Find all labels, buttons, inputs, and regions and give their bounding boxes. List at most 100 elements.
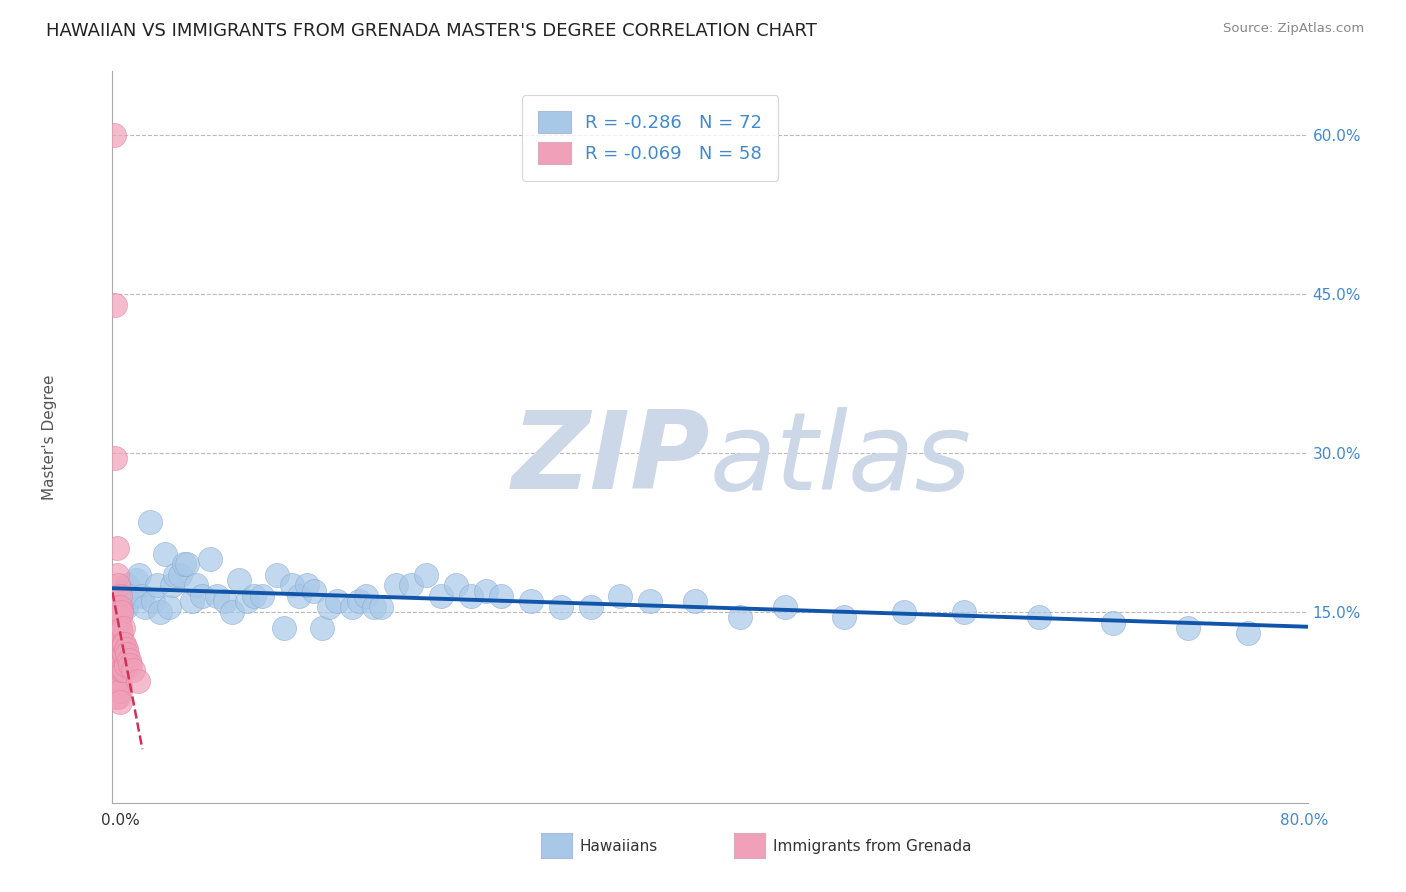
Point bbox=[893, 605, 915, 619]
Point bbox=[117, 648, 139, 662]
Point bbox=[108, 637, 131, 651]
Point bbox=[131, 589, 153, 603]
Point bbox=[162, 578, 183, 592]
Point bbox=[110, 626, 132, 640]
Point bbox=[198, 552, 221, 566]
Point bbox=[221, 605, 243, 619]
Point bbox=[108, 668, 131, 682]
Point bbox=[121, 589, 143, 603]
Point bbox=[111, 663, 134, 677]
Point bbox=[128, 567, 150, 582]
Point bbox=[104, 451, 127, 466]
Legend: R = -0.286   N = 72, R = -0.069   N = 58: R = -0.286 N = 72, R = -0.069 N = 58 bbox=[522, 95, 779, 180]
Point bbox=[107, 578, 129, 592]
Point bbox=[110, 663, 132, 677]
Point bbox=[105, 621, 128, 635]
Point bbox=[117, 578, 139, 592]
Point bbox=[683, 594, 706, 608]
Point bbox=[118, 653, 141, 667]
Point bbox=[266, 567, 288, 582]
Point bbox=[340, 599, 363, 614]
Point bbox=[105, 637, 128, 651]
Point bbox=[520, 594, 543, 608]
Text: 0.0%: 0.0% bbox=[101, 814, 141, 828]
Point bbox=[108, 589, 131, 603]
Point bbox=[273, 621, 295, 635]
Point bbox=[105, 653, 128, 667]
Point bbox=[579, 599, 602, 614]
Point bbox=[104, 297, 127, 311]
Point bbox=[111, 637, 134, 651]
Point bbox=[105, 621, 128, 635]
Point bbox=[142, 594, 165, 608]
Point bbox=[115, 658, 138, 673]
Point bbox=[288, 589, 311, 603]
Point bbox=[134, 599, 156, 614]
Point bbox=[250, 589, 273, 603]
Point bbox=[107, 626, 129, 640]
Point bbox=[1177, 621, 1199, 635]
Text: Immigrants from Grenada: Immigrants from Grenada bbox=[773, 839, 972, 854]
Text: Source: ZipAtlas.com: Source: ZipAtlas.com bbox=[1223, 22, 1364, 36]
Point bbox=[214, 594, 236, 608]
Point bbox=[153, 547, 176, 561]
Point bbox=[363, 599, 385, 614]
Point bbox=[311, 621, 333, 635]
Point bbox=[236, 594, 259, 608]
Point bbox=[444, 578, 467, 592]
Point bbox=[120, 658, 142, 673]
Point bbox=[169, 567, 191, 582]
Text: atlas: atlas bbox=[710, 407, 972, 511]
Point bbox=[114, 637, 135, 651]
Point bbox=[108, 658, 131, 673]
Point bbox=[107, 679, 129, 693]
Point bbox=[107, 668, 129, 682]
Point bbox=[401, 578, 423, 592]
Point bbox=[104, 668, 127, 682]
Point bbox=[108, 648, 131, 662]
Text: 80.0%: 80.0% bbox=[1281, 814, 1329, 828]
Point bbox=[489, 589, 512, 603]
Point bbox=[108, 684, 131, 698]
Point bbox=[107, 690, 129, 704]
Point bbox=[640, 594, 662, 608]
Point bbox=[115, 599, 138, 614]
Point bbox=[385, 578, 408, 592]
Point bbox=[191, 589, 214, 603]
Text: HAWAIIAN VS IMMIGRANTS FROM GRENADA MASTER'S DEGREE CORRELATION CHART: HAWAIIAN VS IMMIGRANTS FROM GRENADA MAST… bbox=[46, 22, 817, 40]
Point bbox=[122, 663, 145, 677]
Text: Hawaiians: Hawaiians bbox=[579, 839, 658, 854]
Point bbox=[1237, 626, 1260, 640]
Point bbox=[104, 673, 127, 688]
Point bbox=[475, 583, 498, 598]
Point bbox=[186, 578, 208, 592]
Point bbox=[205, 589, 228, 603]
Point bbox=[103, 626, 125, 640]
Point bbox=[105, 541, 128, 556]
Point bbox=[415, 567, 437, 582]
Point bbox=[114, 583, 135, 598]
Point bbox=[165, 567, 187, 582]
Point bbox=[139, 515, 162, 529]
Point bbox=[302, 583, 325, 598]
Point bbox=[103, 663, 125, 677]
Point bbox=[108, 679, 131, 693]
Point bbox=[430, 589, 453, 603]
Point bbox=[107, 658, 129, 673]
Point bbox=[1102, 615, 1125, 630]
Point bbox=[609, 589, 631, 603]
Point bbox=[773, 599, 796, 614]
Point bbox=[105, 673, 128, 688]
Point bbox=[120, 589, 142, 603]
Point bbox=[111, 599, 134, 614]
Point bbox=[111, 621, 134, 635]
Point bbox=[105, 690, 128, 704]
Point bbox=[105, 599, 128, 614]
Point bbox=[108, 610, 131, 624]
Point bbox=[243, 589, 266, 603]
Point bbox=[107, 615, 129, 630]
Point bbox=[114, 663, 135, 677]
Point bbox=[110, 605, 132, 619]
Point bbox=[325, 594, 347, 608]
Point bbox=[460, 589, 482, 603]
